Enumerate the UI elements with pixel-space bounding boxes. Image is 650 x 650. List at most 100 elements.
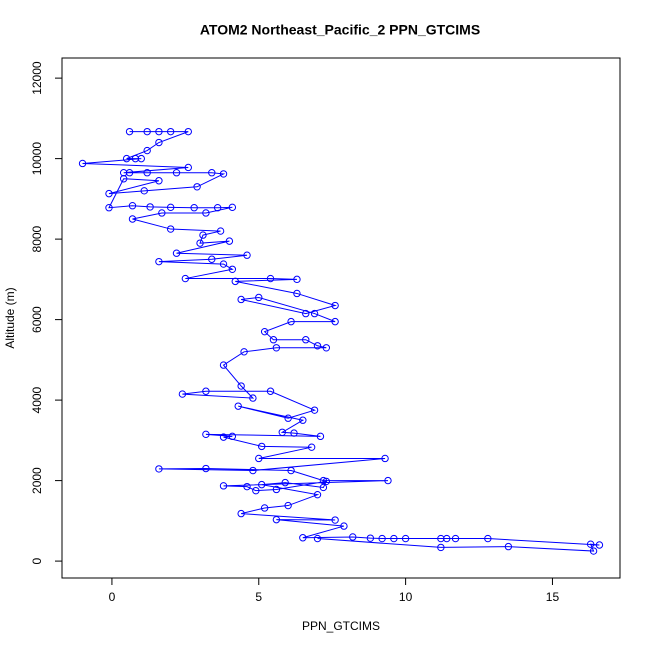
data-point [302,309,310,318]
data-point [595,541,604,549]
data-point [219,170,228,178]
data-point [451,534,460,543]
data-point [313,342,322,350]
data-point [302,336,310,344]
y-tick-label: 2000 [30,467,44,494]
data-point [307,443,316,451]
data-point [172,169,181,177]
data-point [384,476,392,485]
data-point [319,483,328,492]
y-axis-label: Altitude (m) [3,287,17,348]
data-point [255,454,263,463]
data-point [258,442,266,451]
data-point [219,260,228,268]
data-point [284,501,292,510]
data-point [269,336,278,344]
data-point [178,390,187,398]
chart-title: ATOM2 Northeast_Pacific_2 PPN_GTCIMS [200,22,480,38]
data-point [219,361,228,369]
data-point [166,127,175,136]
data-point [378,534,386,543]
y-tick-label: 6000 [30,306,44,333]
data-point [119,175,128,183]
data-point [190,204,198,212]
x-tick-label: 5 [255,590,262,604]
data-point [287,317,295,326]
data-point [293,289,301,298]
data-point [240,348,248,356]
data-point [331,317,339,326]
data-point [237,295,245,304]
data-point [281,478,289,487]
data-point [128,215,137,223]
data-point [443,534,451,543]
data-point [193,183,201,191]
data-point [166,203,175,212]
data-point [437,534,445,543]
data-point [143,127,151,136]
data-point [243,482,251,491]
data-point [316,432,325,441]
data-point [272,485,281,494]
data-point [199,231,207,239]
data-point [131,154,140,163]
data-point [586,540,595,548]
data-point [243,251,251,259]
data-point [228,432,237,441]
x-tick-label: 15 [546,590,560,604]
data-point [589,547,598,555]
data-point [155,177,163,185]
data-point [260,504,269,512]
data-point [125,127,134,136]
data-point [258,480,266,489]
data-point [313,490,322,499]
data-point [172,249,181,257]
data-point [208,169,216,177]
data-point [272,344,281,352]
x-tick-label: 0 [109,590,116,604]
data-point [228,203,237,212]
data-point [225,237,234,245]
data-point [146,203,154,211]
data-point [266,387,275,395]
data-point [322,344,331,352]
data-point [331,516,339,524]
data-point [260,327,269,336]
data-point [181,274,190,283]
data-point [310,406,319,414]
data-point [249,466,257,475]
data-point [322,477,331,486]
data-point [381,454,389,463]
data-point [137,154,145,163]
data-point [122,154,131,163]
data-point [249,394,257,402]
data-point [484,534,492,543]
data-point [504,542,513,551]
y-tick-label: 0 [30,557,44,564]
data-point [340,522,348,530]
data-point [202,209,210,217]
data-point [293,275,301,284]
data-point [213,204,222,212]
data-point [219,482,228,490]
data-point [202,464,210,473]
data-point [266,274,275,283]
data-point [366,534,375,542]
data-point [231,277,239,286]
y-tick-label: 10000 [30,142,44,176]
data-point [140,187,148,195]
data-point [105,189,113,198]
data-point [310,309,319,318]
x-tick-label: 10 [399,590,413,604]
data-point [202,387,210,395]
data-point [78,159,87,168]
data-point [184,127,192,136]
data-point [437,543,445,552]
data-point [105,204,113,212]
data-point [208,255,216,263]
data-point [202,430,210,439]
data-point [196,239,204,247]
data-point [155,465,163,473]
data-point [155,127,163,136]
